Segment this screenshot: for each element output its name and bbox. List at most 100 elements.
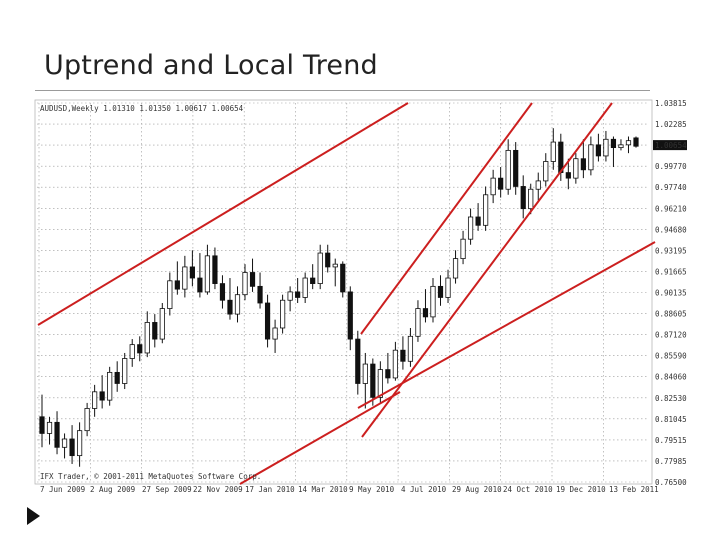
candle-body [317,252,323,284]
candle-body [520,186,526,210]
candle-body [197,277,203,293]
y-tick-label: 0.84060 [655,373,687,382]
x-axis: 7 Jun 2009 2 Aug 2009 27 Sep 2009 22 Nov 20… [40,485,659,494]
candle-body [92,391,98,409]
candle-body [573,158,579,179]
candle-body [114,371,120,384]
y-tick-label: 1.03815 [655,99,687,108]
y-axis: 1.03815 1.02285 1.00654 0.99770 0.97740 0.962… [653,99,687,487]
y-tick-label: 0.96210 [655,204,687,213]
candle-body [543,161,549,182]
candle-body [272,327,278,340]
candle-body [107,371,113,401]
candle-body [550,141,556,162]
candles-group [39,128,639,467]
x-tick-label: 27 Sep 2009 [142,485,192,494]
candle-body [76,430,83,457]
candle-body [302,277,308,298]
candle-body [415,308,421,337]
candle-body [437,285,444,298]
candle-body [46,421,53,434]
candle-body [467,216,474,240]
candle-body [565,172,571,179]
trend-line [360,102,533,335]
candle-body [129,344,135,359]
x-tick-label: 14 Mar 2010 [298,485,348,494]
y-tick-label: 0.79515 [655,436,687,445]
candle-body [264,302,271,340]
candle-body [407,335,414,362]
candle-body [385,369,391,379]
candle-body [159,308,165,340]
triangle-bullet-icon [27,507,40,525]
trend-line [357,241,656,409]
candle-body [430,285,436,318]
candle-body [61,438,68,448]
x-tick-label: 22 Nov 2009 [193,485,243,494]
y-tick-label: 1.02285 [655,120,687,129]
candle-body [445,277,451,298]
y-tick-label: 0.99770 [655,162,687,171]
candle-body [182,266,188,290]
candle-body [54,421,60,448]
candle-body [189,266,195,279]
trend-line [239,391,401,485]
candle-body [625,140,632,146]
x-tick-label: 17 Jan 2010 [245,485,295,494]
candle-body [400,349,406,362]
candle-body [588,144,594,171]
candle-body [325,252,331,268]
candle-body [340,263,346,293]
candle-body [355,338,361,384]
y-tick-label: 0.81045 [655,415,687,424]
y-tick-label: 0.90135 [655,289,687,298]
candle-body [310,277,316,284]
x-tick-label: 9 May 2010 [349,485,395,494]
y-tick-label: 0.76500 [655,478,687,487]
chart-header: AUDUSD,Weekly 1.01310 1.01350 1.00617 1.… [40,104,244,113]
candle-body [460,238,466,260]
y-tick-label: 0.88605 [655,310,687,319]
candle-body [242,272,248,296]
candle-body [137,344,143,354]
candle-body [528,188,534,210]
y-tick-label: 1.00654 [655,141,687,150]
trend-line [37,102,409,326]
candle-body [84,408,90,432]
candle-body [99,391,105,401]
candle-body [475,216,481,226]
candle-body [122,358,128,384]
candle-body [332,263,338,268]
candle-body [505,149,511,190]
candle-body [362,363,368,384]
title-divider [35,90,650,91]
candle-body [257,285,263,304]
candle-body [167,280,173,309]
candle-body [610,138,617,149]
candle-body [152,322,158,340]
candle-body [490,177,496,196]
candle-body [234,294,241,315]
candle-body [219,283,226,301]
y-tick-label: 0.85590 [655,352,687,361]
y-tick-label: 0.87120 [655,331,687,340]
current-price-box [653,140,687,151]
x-tick-label: 24 Oct 2010 [503,485,553,494]
candle-body [227,299,233,315]
candle-body [280,299,286,329]
x-tick-label: 29 Aug 2010 [452,485,502,494]
y-tick-label: 0.94680 [655,225,687,234]
candle-body [347,291,353,340]
candle-body [498,177,504,190]
trend-line [361,102,613,438]
y-tick-label: 0.77985 [655,457,687,466]
candle-body [452,258,459,279]
candle-body [144,322,150,354]
candle-body [370,363,376,398]
candle-body [212,255,218,284]
candle-body [633,137,639,147]
trendlines-group [37,102,656,485]
candle-body [513,149,519,187]
